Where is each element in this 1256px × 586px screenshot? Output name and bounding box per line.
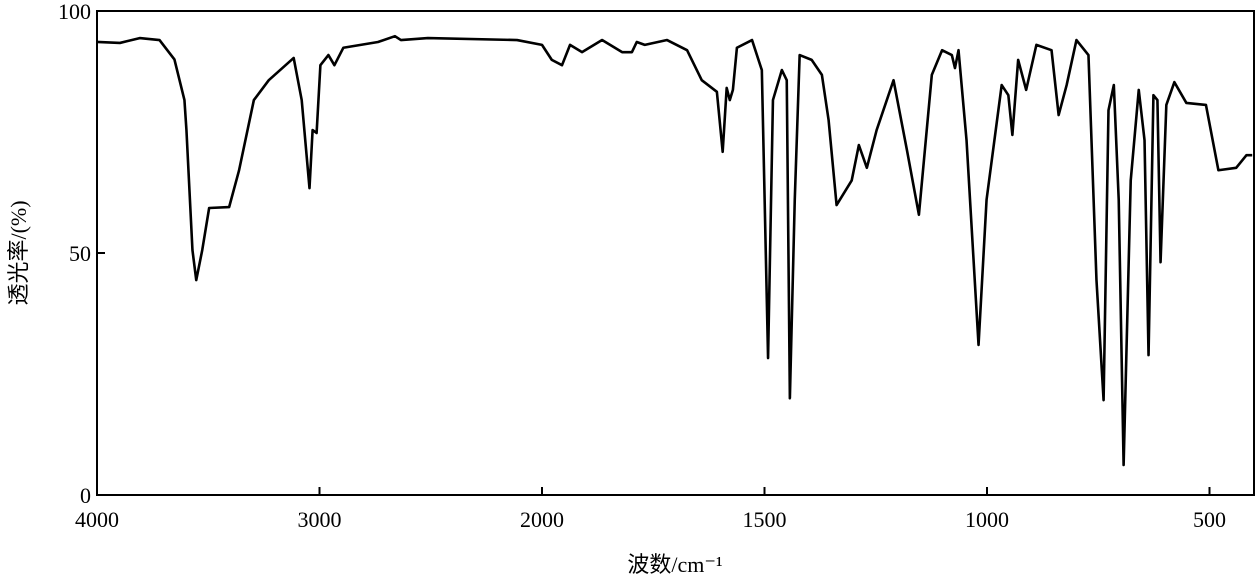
x-tick-label: 4000 — [75, 507, 119, 532]
x-tick-label: 3000 — [298, 507, 342, 532]
x-tick-label: 1500 — [743, 507, 787, 532]
plot-frame — [96, 10, 1255, 496]
x-tick-label: 500 — [1193, 507, 1226, 532]
x-tick-label: 1000 — [965, 507, 1009, 532]
y-tick-label: 0 — [80, 483, 91, 508]
y-axis-label: 透光率/(%) — [6, 200, 31, 305]
x-tick-label: 2000 — [520, 507, 564, 532]
x-axis-label: 波数/cm⁻¹ — [627, 552, 722, 577]
y-tick-label: 100 — [58, 0, 91, 24]
y-tick-label: 50 — [69, 241, 91, 266]
spectrum-line — [97, 34, 1253, 467]
